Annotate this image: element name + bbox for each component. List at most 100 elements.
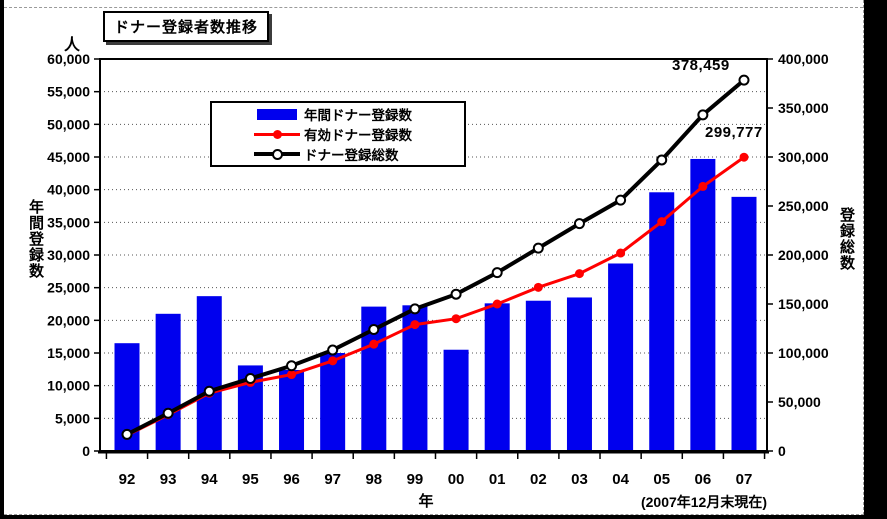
x-label-95: 95	[242, 471, 259, 488]
total-point-95	[244, 372, 256, 384]
annotation-total-2007: 378,459	[672, 57, 730, 74]
total-line	[126, 78, 746, 437]
total-marker-icon	[271, 148, 283, 160]
chart-title: ドナー登録者数推移	[113, 19, 258, 36]
total-point-07	[738, 74, 750, 86]
right-tick-label: 300,000	[778, 149, 829, 165]
legend-swatch-area	[250, 129, 304, 139]
left-tick-label: 5,000	[55, 410, 90, 426]
valid-point-02	[533, 282, 543, 292]
legend-swatch-area	[250, 108, 304, 120]
x-label-97: 97	[324, 471, 341, 488]
valid-point-01	[492, 299, 502, 309]
left-axis-unit-label: 人	[64, 37, 81, 54]
total-point-94	[203, 385, 215, 397]
x-label-02: 02	[530, 471, 547, 488]
total-point-05	[656, 154, 668, 166]
total-line-swatch	[254, 148, 300, 160]
right-tick-label: 0	[778, 443, 786, 459]
total-point-93	[162, 407, 174, 419]
right-tick-label: 200,000	[778, 247, 829, 263]
right-tick-label: 250,000	[778, 198, 829, 214]
x-label-05: 05	[653, 471, 670, 488]
total-point-96	[286, 360, 298, 372]
right-tick-label: 100,000	[778, 345, 829, 361]
left-tick-label: 40,000	[47, 182, 90, 198]
total-point-01	[491, 267, 503, 279]
bar-93	[155, 313, 181, 451]
x-axis-footnote: (2007年12月末現在)	[640, 494, 767, 510]
chart-title-box: ドナー登録者数推移	[103, 11, 269, 42]
x-axis-title: 年	[418, 493, 434, 510]
left-tick-label: 20,000	[47, 312, 90, 328]
bar-06	[690, 158, 716, 451]
x-label-01: 01	[489, 471, 506, 488]
right-axis-title: 登録総数	[838, 207, 855, 271]
bar-02	[525, 300, 551, 451]
valid-point-07	[739, 152, 749, 162]
left-tick-label: 0	[82, 443, 90, 459]
x-label-93: 93	[160, 471, 177, 488]
valid-point-03	[574, 269, 584, 279]
bar-97	[320, 353, 346, 451]
valid-point-04	[616, 248, 626, 258]
bar-04	[608, 263, 634, 451]
chart-plot: 0 5,000 10,000 15,000 20,000 25,000 30,000 35,0…	[47, 51, 829, 488]
legend: 年間ドナー登録数 有効ドナー登録数 ドナー登録総数	[210, 101, 466, 167]
x-label-92: 92	[119, 471, 136, 488]
valid-point-96	[287, 370, 297, 380]
valid-line-swatch	[254, 129, 300, 139]
total-point-04	[615, 194, 627, 206]
total-point-03	[573, 218, 585, 230]
chart-canvas: ドナー登録者数推移 人 年間登録数 登録総数 0 5,000 10,000 15,00…	[4, 0, 864, 515]
left-axis-title: 年間登録数	[27, 199, 44, 279]
annotation-valid-2007: 299,777	[705, 124, 763, 141]
valid-point-97	[328, 356, 338, 366]
total-point-00	[450, 288, 462, 300]
total-point-92	[121, 428, 133, 440]
x-label-96: 96	[283, 471, 300, 488]
legend-label-annual: 年間ドナー登録数	[304, 108, 412, 123]
left-tick-label: 10,000	[47, 378, 90, 394]
bar-05	[649, 192, 675, 451]
left-tick-label: 15,000	[47, 345, 90, 361]
x-label-06: 06	[695, 471, 712, 488]
total-point-98	[368, 323, 380, 335]
legend-item-total: ドナー登録総数	[250, 145, 464, 163]
canvas-top-border	[4, 7, 863, 8]
left-tick-label: 60,000	[47, 51, 90, 67]
left-tick-label: 55,000	[47, 84, 90, 100]
valid-marker-icon	[272, 129, 282, 139]
x-label-03: 03	[571, 471, 588, 488]
bar-00	[443, 349, 469, 451]
legend-item-valid: 有効ドナー登録数	[250, 125, 464, 143]
x-label-94: 94	[201, 471, 218, 488]
total-point-06	[697, 109, 709, 121]
legend-swatch-area	[250, 148, 304, 160]
valid-line	[126, 155, 745, 437]
bar-07	[731, 196, 757, 451]
x-label-00: 00	[448, 471, 465, 488]
bar-94	[196, 296, 222, 451]
x-label-07: 07	[736, 471, 753, 488]
valid-point-98	[369, 339, 379, 349]
right-tick-label: 50,000	[778, 394, 821, 410]
right-tick-label: 400,000	[778, 51, 829, 67]
bar-03	[566, 297, 592, 451]
total-point-99	[409, 303, 421, 315]
bar-96	[279, 369, 305, 451]
left-tick-label: 45,000	[47, 149, 90, 165]
x-label-98: 98	[365, 471, 382, 488]
total-point-02	[532, 242, 544, 254]
right-tick-label: 350,000	[778, 100, 829, 116]
left-tick-label: 35,000	[47, 214, 90, 230]
valid-point-06	[698, 181, 708, 191]
annual-bar-swatch	[257, 108, 297, 120]
legend-label-total: ドナー登録総数	[304, 148, 399, 163]
valid-point-00	[451, 314, 461, 324]
legend-item-annual: 年間ドナー登録数	[250, 105, 464, 123]
left-tick-label: 25,000	[47, 280, 90, 296]
valid-point-05	[657, 217, 667, 227]
bar-01	[484, 303, 510, 451]
